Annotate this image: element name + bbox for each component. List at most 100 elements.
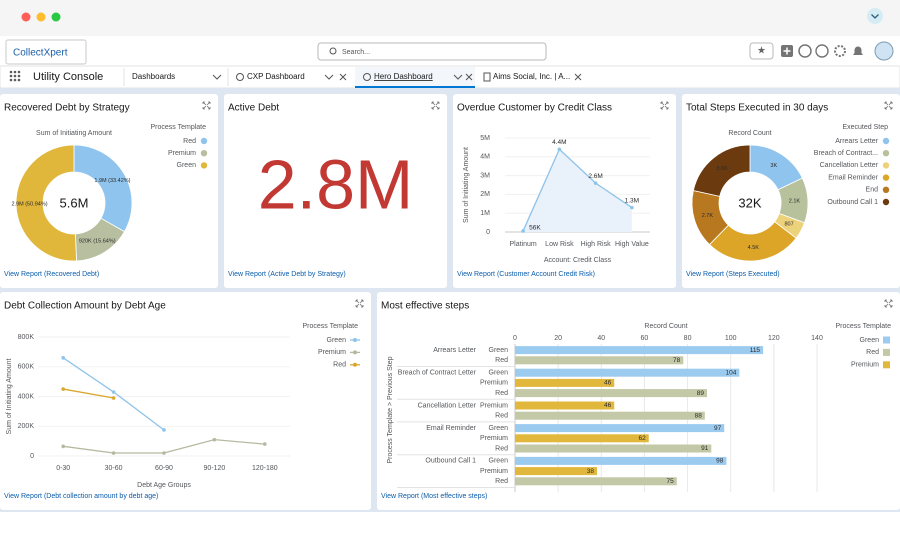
tab[interactable]: Dashboards bbox=[132, 72, 175, 81]
browser-bar bbox=[0, 0, 900, 36]
x-axis-title: Account: Credit Class bbox=[544, 257, 612, 264]
x-tick-label: 140 bbox=[811, 335, 823, 342]
legend-swatch bbox=[883, 138, 889, 144]
bar bbox=[515, 424, 724, 432]
chart-subtitle: Sum of Initiating Amount bbox=[36, 130, 112, 137]
y-axis-title: Sum of Initiating Amount bbox=[6, 359, 13, 435]
bar-label: 46 bbox=[604, 402, 612, 409]
bar bbox=[515, 434, 649, 442]
group-label: Breach of Contract Letter bbox=[398, 370, 477, 377]
widget-title: Active Debt bbox=[228, 103, 279, 114]
close-button[interactable] bbox=[22, 13, 31, 22]
slice-label: 2.1K bbox=[789, 198, 801, 204]
data-label: 4.4M bbox=[552, 139, 566, 146]
legend-item: Email Reminder bbox=[828, 174, 878, 181]
widget-title: Total Steps Executed in 30 days bbox=[686, 103, 828, 114]
bar bbox=[515, 389, 707, 397]
app-launcher[interactable] bbox=[10, 71, 21, 82]
view-report-link[interactable]: View Report (Active Debt by Strategy) bbox=[228, 271, 346, 278]
point bbox=[61, 387, 65, 391]
slice-label: 3K bbox=[770, 163, 777, 169]
slice-label: 920K (15.64%) bbox=[79, 238, 116, 244]
x-tick-label: 120 bbox=[768, 335, 780, 342]
legend-swatch bbox=[883, 174, 889, 180]
app-name: Utility Console bbox=[33, 71, 103, 83]
maximize-button[interactable] bbox=[52, 13, 61, 22]
legend-item: End bbox=[866, 187, 879, 194]
bar-label: 104 bbox=[725, 369, 736, 376]
y-tick-label: 1M bbox=[480, 210, 490, 217]
bar bbox=[515, 369, 739, 377]
metric-value: 2.8M bbox=[258, 145, 414, 223]
widget-title: Most effective steps bbox=[381, 301, 469, 312]
bar-label: 46 bbox=[604, 380, 612, 387]
bar bbox=[515, 457, 726, 465]
bar-label: 97 bbox=[714, 425, 722, 432]
x-tick-label: 30-60 bbox=[105, 465, 123, 472]
legend-swatch bbox=[201, 138, 207, 144]
x-tick-label: 20 bbox=[554, 335, 562, 342]
row-label: Premium bbox=[480, 402, 508, 409]
slice-label: 3.6K bbox=[716, 166, 728, 172]
minimize-button[interactable] bbox=[37, 13, 46, 22]
y-tick-label: 200K bbox=[18, 423, 35, 430]
legend-swatch bbox=[883, 361, 890, 368]
bar-label: 98 bbox=[716, 458, 724, 465]
menu-button[interactable] bbox=[867, 8, 883, 24]
legend-item: Cancellation Letter bbox=[820, 162, 879, 169]
legend-item: Red bbox=[333, 362, 346, 369]
point bbox=[213, 438, 217, 442]
legend-item: Green bbox=[327, 337, 347, 344]
x-tick-label: 120-180 bbox=[252, 465, 278, 472]
tab[interactable]: Aims Social, Inc. | A... bbox=[493, 72, 570, 81]
bar bbox=[515, 412, 705, 420]
data-label: 1.3M bbox=[625, 197, 639, 204]
y-tick-label: 3M bbox=[480, 172, 490, 179]
bar bbox=[515, 467, 597, 475]
group-label: Arrears Letter bbox=[433, 347, 476, 354]
user-avatar[interactable] bbox=[875, 42, 893, 60]
x-tick-label: 60 bbox=[641, 335, 649, 342]
widget-title: Debt Collection Amount by Debt Age bbox=[4, 301, 166, 312]
view-report-link[interactable]: View Report (Most effective steps) bbox=[381, 493, 487, 500]
widget-title: Recovered Debt by Strategy bbox=[4, 103, 130, 114]
row-label: Green bbox=[489, 370, 509, 377]
bar-label: 78 bbox=[673, 357, 681, 364]
tab[interactable]: CXP Dashboard bbox=[247, 72, 305, 81]
x-tick-label: 90-120 bbox=[204, 465, 226, 472]
bar-label: 88 bbox=[695, 412, 703, 419]
group-label: Outbound Call 1 bbox=[425, 458, 476, 465]
bar-label: 89 bbox=[697, 390, 705, 397]
page-footer bbox=[0, 512, 900, 537]
data-label: 56K bbox=[529, 225, 541, 232]
y-tick-label: 0 bbox=[486, 229, 490, 236]
group-label: Email Reminder bbox=[426, 425, 476, 432]
view-report-link[interactable]: View Report (Steps Executed) bbox=[686, 271, 780, 278]
y-tick-label: 400K bbox=[18, 393, 35, 400]
legend-item: Arrears Letter bbox=[835, 138, 878, 145]
x-tick-label: 0-30 bbox=[56, 465, 70, 472]
group-label: Cancellation Letter bbox=[418, 402, 477, 409]
y-tick-label: 4M bbox=[480, 154, 490, 161]
point bbox=[61, 445, 65, 449]
bar-label: 91 bbox=[701, 445, 709, 452]
view-report-link[interactable]: View Report (Customer Account Credit Ris… bbox=[457, 271, 595, 278]
bar bbox=[515, 445, 711, 453]
row-label: Premium bbox=[480, 468, 508, 475]
tab[interactable]: Hero Dashboard bbox=[374, 72, 433, 81]
view-report-link[interactable]: View Report (Recovered Debt) bbox=[4, 271, 99, 278]
point bbox=[162, 451, 166, 455]
y-axis-title: Sum of Initiating Amount bbox=[463, 147, 470, 223]
view-report-link[interactable]: View Report (Debt collection amount by d… bbox=[4, 493, 158, 500]
x-tick-label: 100 bbox=[725, 335, 737, 342]
legend-item: Outbound Call 1 bbox=[827, 199, 878, 206]
bar bbox=[515, 356, 683, 364]
slice-label: 1.9M (33.42%) bbox=[94, 178, 130, 184]
row-label: Red bbox=[495, 413, 508, 420]
legend-swatch bbox=[883, 349, 890, 356]
y-tick-label: 0 bbox=[30, 453, 34, 460]
slice-label: 2.9M (50.94%) bbox=[11, 201, 47, 207]
point bbox=[112, 390, 116, 394]
